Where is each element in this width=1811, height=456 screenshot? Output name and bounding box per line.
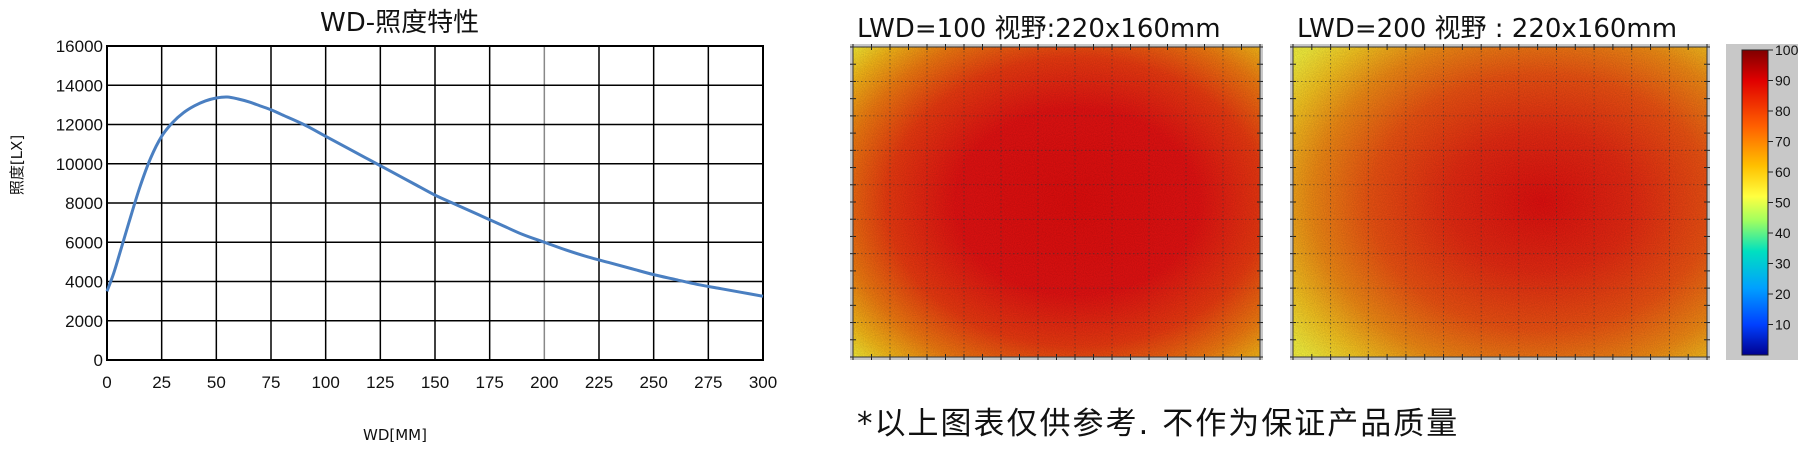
colorbar-tick-label: 10: [1775, 317, 1791, 333]
x-tick-labels: 0 25 50 75 100 125 150 175 200 225 250 275 300: [102, 373, 777, 392]
x-tick-label: 175: [475, 373, 503, 392]
colorbar-tick-label: 80: [1775, 103, 1791, 119]
x-tick-label: 275: [694, 373, 722, 392]
colorbar-tick-label: 20: [1775, 286, 1791, 302]
y-tick-label: 14000: [56, 76, 103, 95]
heatmap-2-grid: [1290, 44, 1710, 360]
y-tick-label: 8000: [65, 194, 103, 213]
colorbar-tick-label: 70: [1775, 134, 1791, 150]
y-tick-label: 0: [94, 351, 103, 370]
y-tick-label: 6000: [65, 233, 103, 252]
x-tick-label: 75: [262, 373, 281, 392]
x-tick-label: 150: [421, 373, 449, 392]
heatmap-frame: [852, 46, 1261, 358]
disclaimer-note: *以上图表仅供参考. 不作为保证产品质量: [857, 406, 1460, 442]
line-chart: 0 25 50 75 100 125 150 175 200 225 250 275 300 0 2000…: [8, 37, 777, 444]
y-axis-label: 照度[LX]: [8, 135, 26, 195]
illuminance-series-line: [105, 95, 764, 298]
colorbar-tick-labels: 100 90 80 70 60 50 40 30 20 10: [1768, 42, 1799, 333]
colorbar-tick-label: 90: [1775, 73, 1791, 89]
x-tick-label: 300: [749, 373, 777, 392]
heatmap-1: [850, 44, 1263, 360]
y-tick-label: 16000: [56, 37, 103, 56]
heatmap-2-title: LWD=200 视野 : 220x160mm: [1297, 14, 1678, 44]
colorbar-tick-label: 50: [1775, 195, 1791, 211]
x-tick-label: 0: [102, 373, 111, 392]
heatmap-1-title: LWD=100 视野:220x160mm: [857, 14, 1221, 44]
y-tick-label: 10000: [56, 155, 103, 174]
colorbar-gradient: [1741, 49, 1769, 356]
line-chart-title: WD-照度特性: [320, 8, 480, 38]
heatmap-panels: 100 90 80 70 60 50 40 30 20 10: [850, 42, 1799, 360]
heatmap-1-grid: [850, 44, 1263, 360]
colorbar-tick-label: 40: [1775, 225, 1791, 241]
x-tick-label: 200: [530, 373, 558, 392]
x-tick-label: 100: [311, 373, 339, 392]
x-tick-label: 125: [366, 373, 394, 392]
heatmap-2: [1290, 44, 1710, 360]
x-tick-label: 250: [639, 373, 667, 392]
x-tick-label: 50: [207, 373, 226, 392]
x-axis-label: WD[MM]: [363, 426, 427, 444]
y-tick-label: 4000: [65, 273, 103, 292]
y-tick-label: 12000: [56, 116, 103, 135]
heatmap-frame: [1292, 46, 1708, 358]
y-tick-label: 2000: [65, 312, 103, 331]
plot-frame: [106, 45, 764, 361]
y-tick-labels: 0 2000 4000 6000 8000 10000 12000 14000 16000: [56, 37, 103, 370]
colorbar-tick-label: 100: [1775, 42, 1799, 58]
colorbar-tick-label: 60: [1775, 164, 1791, 180]
colorbar: 100 90 80 70 60 50 40 30 20 10: [1726, 42, 1799, 360]
x-tick-label: 25: [152, 373, 171, 392]
x-tick-label: 225: [585, 373, 613, 392]
colorbar-tick-label: 30: [1775, 256, 1791, 272]
